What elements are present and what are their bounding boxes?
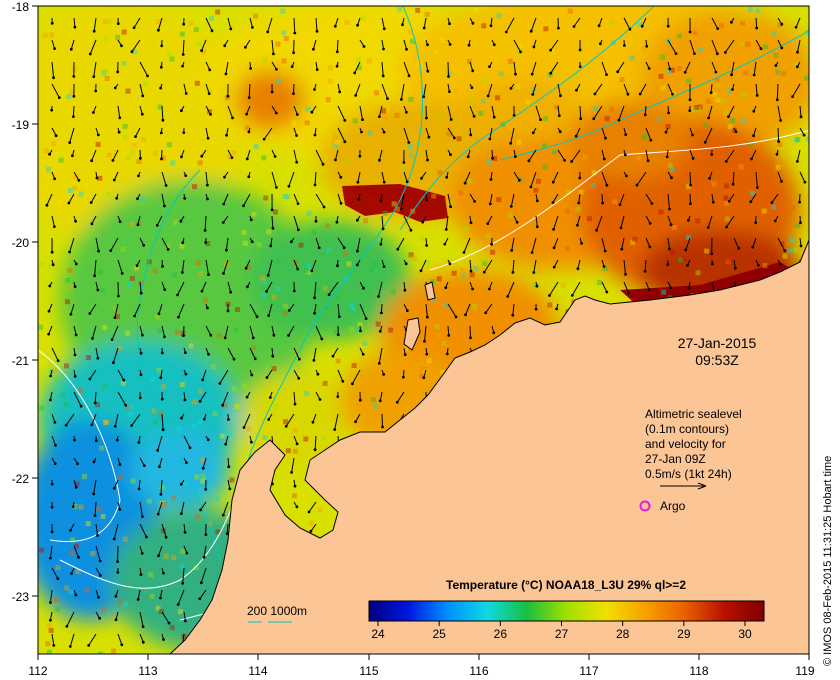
credit-text: © IMOS 08-Feb-2015 11:31:25 Hobart time — [822, 456, 834, 666]
y-tick-label: -19 — [12, 118, 30, 132]
x-tick-label: 114 — [248, 664, 267, 678]
colorbar-title: Temperature (°C) NOAA18_L3U 29% ql>=2 — [446, 578, 686, 592]
legend-line: 0.5m/s (1kt 24h) — [645, 467, 732, 481]
map-date: 27-Jan-2015 — [678, 335, 757, 351]
sst-field — [0, 0, 820, 658]
colorbar-tick-label: 26 — [494, 627, 508, 641]
depth-contour-label: 200 1000m — [247, 604, 307, 618]
colorbar-tick-label: 27 — [555, 627, 569, 641]
x-tick-label: 113 — [138, 664, 157, 678]
x-tick-label: 115 — [359, 664, 378, 678]
x-tick-label: 118 — [689, 664, 708, 678]
y-tick-label: -22 — [12, 472, 30, 486]
x-tick-label: 112 — [28, 664, 47, 678]
y-tick-label: -20 — [12, 236, 30, 250]
colorbar-tick-label: 28 — [616, 627, 630, 641]
colorbar-tick-label: 24 — [371, 627, 385, 641]
x-tick-label: 116 — [469, 664, 488, 678]
x-tick-label: 119 — [795, 664, 814, 678]
legend-line: Altimetric sealevel — [645, 407, 742, 421]
colorbar-tick-label: 29 — [677, 627, 691, 641]
y-tick-label: -21 — [12, 354, 30, 368]
legend-line: (0.1m contours) — [645, 422, 729, 436]
y-tick-label: -23 — [12, 590, 30, 604]
colorbar-tick-label: 25 — [432, 627, 446, 641]
y-axis: -18 -19 -20 -21 -22 -23 — [12, 0, 38, 604]
y-tick-label: -18 — [12, 0, 30, 14]
colorbar-tick-label: 30 — [738, 627, 752, 641]
legend-line: 27-Jan 09Z — [645, 452, 706, 466]
legend-line: and velocity for — [645, 437, 726, 451]
argo-label: Argo — [660, 499, 686, 513]
map-time: 09:53Z — [695, 352, 739, 368]
x-tick-label: 117 — [579, 664, 598, 678]
x-axis: 112 113 114 115 116 117 118 119 — [28, 654, 814, 678]
